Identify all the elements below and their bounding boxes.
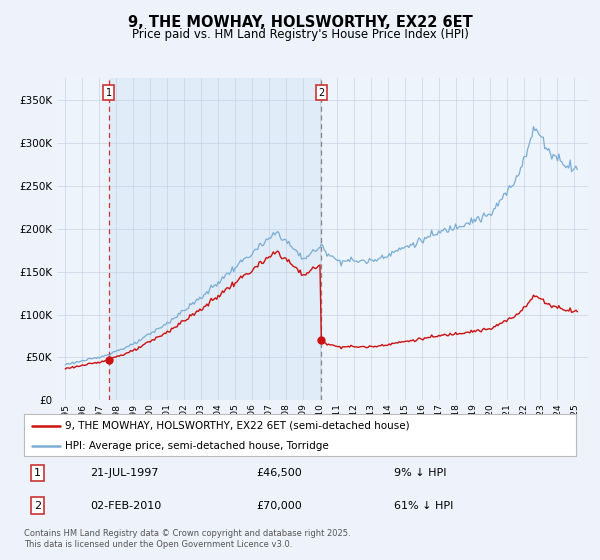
Text: Contains HM Land Registry data © Crown copyright and database right 2025.
This d: Contains HM Land Registry data © Crown c… xyxy=(24,529,350,549)
Text: 9, THE MOWHAY, HOLSWORTHY, EX22 6ET (semi-detached house): 9, THE MOWHAY, HOLSWORTHY, EX22 6ET (sem… xyxy=(65,421,410,431)
Text: 02-FEB-2010: 02-FEB-2010 xyxy=(90,501,161,511)
Text: 9% ↓ HPI: 9% ↓ HPI xyxy=(394,468,446,478)
Text: 2: 2 xyxy=(318,88,325,98)
Text: HPI: Average price, semi-detached house, Torridge: HPI: Average price, semi-detached house,… xyxy=(65,441,329,451)
Text: £70,000: £70,000 xyxy=(256,501,302,511)
Bar xyxy=(109,78,322,400)
Text: Price paid vs. HM Land Registry's House Price Index (HPI): Price paid vs. HM Land Registry's House … xyxy=(131,28,469,41)
Text: 1: 1 xyxy=(34,468,41,478)
Text: 61% ↓ HPI: 61% ↓ HPI xyxy=(394,501,453,511)
Text: 1: 1 xyxy=(106,88,112,98)
Text: 9, THE MOWHAY, HOLSWORTHY, EX22 6ET: 9, THE MOWHAY, HOLSWORTHY, EX22 6ET xyxy=(128,15,472,30)
Text: £46,500: £46,500 xyxy=(256,468,302,478)
Text: 2: 2 xyxy=(34,501,41,511)
Text: 21-JUL-1997: 21-JUL-1997 xyxy=(90,468,159,478)
